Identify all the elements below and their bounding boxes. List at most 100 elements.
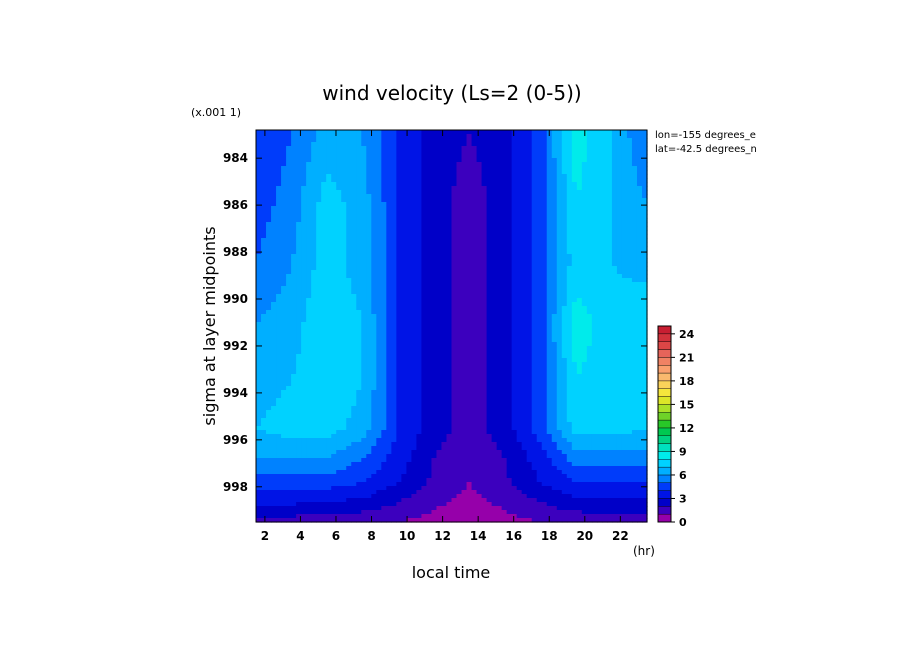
- heatmap-cell: [416, 290, 423, 295]
- heatmap-cell: [471, 142, 478, 147]
- heatmap-cell: [351, 174, 357, 179]
- heatmap-cell: [601, 206, 608, 211]
- heatmap-cell: [621, 238, 628, 243]
- heatmap-cell: [601, 362, 608, 367]
- heatmap-cell: [581, 218, 588, 223]
- heatmap-cell: [286, 134, 292, 139]
- heatmap-cell: [411, 198, 418, 203]
- heatmap-cell: [261, 322, 267, 327]
- heatmap-cell: [406, 362, 412, 367]
- heatmap-cell: [486, 310, 493, 315]
- heatmap-cell: [391, 194, 397, 199]
- heatmap-cell: [371, 322, 377, 327]
- heatmap-cell: [451, 226, 458, 231]
- heatmap-cell: [591, 130, 598, 135]
- heatmap-cell: [486, 278, 493, 283]
- heatmap-cell: [471, 366, 478, 371]
- heatmap-cell: [296, 202, 302, 207]
- heatmap-cell: [511, 318, 518, 323]
- heatmap-cell: [291, 274, 297, 279]
- heatmap-cell: [481, 262, 488, 267]
- heatmap-cell: [406, 246, 412, 251]
- heatmap-cell: [506, 326, 513, 331]
- heatmap-cell: [611, 310, 618, 315]
- heatmap-cell: [486, 342, 493, 347]
- heatmap-cell: [466, 330, 473, 335]
- heatmap-cell: [356, 214, 362, 219]
- heatmap-cell: [551, 230, 558, 235]
- heatmap-cell: [476, 370, 483, 375]
- heatmap-cell: [351, 274, 357, 279]
- heatmap-cell: [561, 222, 568, 227]
- heatmap-cell: [496, 190, 503, 195]
- heatmap-cell: [341, 366, 347, 371]
- heatmap-cell: [611, 362, 618, 367]
- heatmap-cell: [396, 266, 402, 271]
- heatmap-cell: [526, 338, 533, 343]
- heatmap-cell: [586, 206, 593, 211]
- heatmap-cell: [371, 382, 377, 387]
- heatmap-cell: [566, 162, 573, 167]
- heatmap-cell: [516, 130, 523, 135]
- heatmap-cell: [456, 130, 463, 135]
- heatmap-cell: [331, 342, 337, 347]
- heatmap-cell: [481, 230, 488, 235]
- heatmap-cell: [436, 130, 443, 135]
- heatmap-cell: [381, 262, 387, 267]
- heatmap-cell: [501, 358, 508, 363]
- heatmap-cell: [456, 170, 463, 175]
- heatmap-cell: [636, 350, 643, 355]
- heatmap-cell: [456, 246, 463, 251]
- heatmap-cell: [516, 222, 523, 227]
- heatmap-cell: [581, 338, 588, 343]
- heatmap-cell: [311, 326, 317, 331]
- heatmap-cell: [361, 150, 367, 155]
- heatmap-cell: [371, 342, 377, 347]
- heatmap-cell: [631, 218, 638, 223]
- heatmap-cell: [591, 202, 598, 207]
- heatmap-cell: [536, 374, 543, 379]
- heatmap-cell: [426, 138, 433, 143]
- heatmap-cell: [606, 354, 613, 359]
- heatmap-cell: [291, 346, 297, 351]
- heatmap-cell: [426, 238, 433, 243]
- heatmap-cell: [466, 374, 473, 379]
- heatmap-cell: [386, 322, 392, 327]
- heatmap-cell: [511, 326, 518, 331]
- heatmap-cell: [551, 134, 558, 139]
- heatmap-cell: [401, 230, 407, 235]
- heatmap-cell: [301, 278, 307, 283]
- heatmap-cell: [336, 350, 342, 355]
- heatmap-cell: [576, 162, 583, 167]
- heatmap-cell: [341, 362, 347, 367]
- heatmap-cell: [341, 262, 347, 267]
- heatmap-cell: [391, 210, 397, 215]
- heatmap-cell: [346, 310, 352, 315]
- heatmap-cell: [596, 214, 603, 219]
- heatmap-cell: [481, 142, 488, 147]
- heatmap-cell: [601, 322, 608, 327]
- heatmap-cell: [521, 194, 528, 199]
- heatmap-cell: [296, 206, 302, 211]
- heatmap-cell: [546, 338, 553, 343]
- heatmap-cell: [326, 222, 332, 227]
- heatmap-cell: [491, 206, 498, 211]
- heatmap-cell: [466, 254, 473, 259]
- heatmap-cell: [576, 186, 583, 191]
- heatmap-cell: [361, 166, 367, 171]
- heatmap-cell: [496, 342, 503, 347]
- heatmap-cell: [321, 362, 327, 367]
- heatmap-cell: [526, 250, 533, 255]
- heatmap-cell: [316, 374, 322, 379]
- heatmap-cell: [526, 142, 533, 147]
- heatmap-cell: [496, 334, 503, 339]
- heatmap-cell: [316, 314, 322, 319]
- heatmap-cell: [301, 222, 307, 227]
- heatmap-cell: [566, 382, 573, 387]
- heatmap-cell: [586, 354, 593, 359]
- heatmap-cell: [476, 282, 483, 287]
- heatmap-cell: [271, 130, 277, 135]
- heatmap-cell: [541, 138, 548, 143]
- heatmap-cell: [301, 294, 307, 299]
- heatmap-cell: [291, 326, 297, 331]
